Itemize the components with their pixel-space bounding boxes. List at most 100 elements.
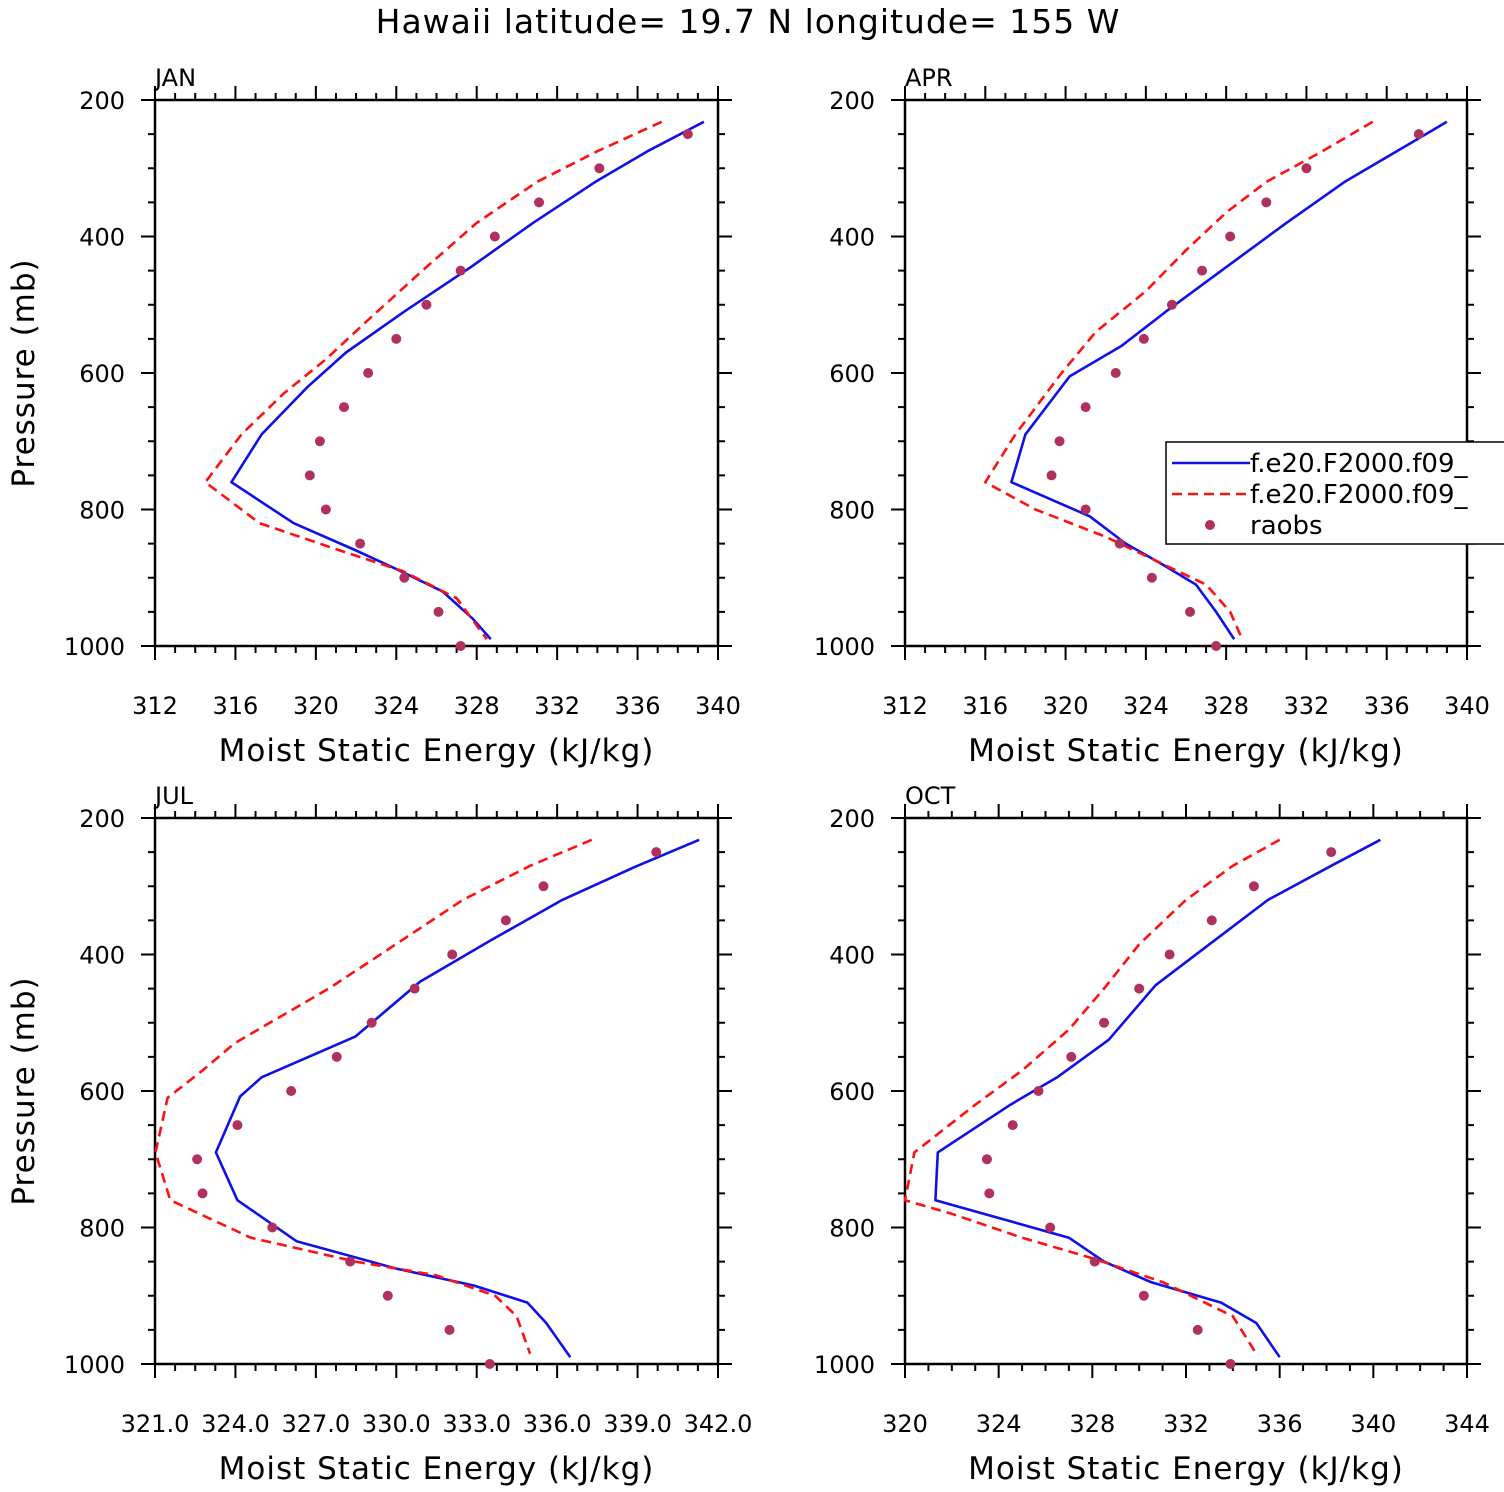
panel-jan-raobs-point — [455, 641, 466, 651]
panel-jul-raobs-point — [366, 1017, 377, 1028]
panel-oct-xtick-label: 324 — [976, 1410, 1022, 1438]
panel-oct-xtick-label: 332 — [1163, 1410, 1209, 1438]
panel-apr-xtick-label: 336 — [1364, 692, 1410, 720]
panel-jan-label: JAN — [153, 64, 196, 92]
panel-jan-raobs-point — [320, 504, 331, 515]
panel-jan-xtick-label: 320 — [293, 692, 339, 720]
panel-apr-model1-line — [1010, 120, 1448, 640]
panel-oct-model1-line — [934, 838, 1382, 1358]
panel-jan-ytick-label: 1000 — [64, 633, 125, 661]
panel-jul-xtick-label: 330.0 — [362, 1410, 431, 1438]
panel-jan-raobs-point — [399, 572, 410, 583]
panel-oct-xtick-label: 328 — [1069, 1410, 1115, 1438]
panel-jan-raobs-point — [534, 197, 545, 208]
panel-jan-model1-line — [230, 120, 705, 641]
panel-jan-xtick-label: 316 — [213, 692, 259, 720]
panel-oct-ytick-label: 800 — [829, 1215, 875, 1243]
panel-apr-raobs-point — [1146, 572, 1157, 583]
panel-jul-frame — [153, 816, 720, 1366]
panel-apr-raobs-point — [1301, 163, 1312, 174]
panel-jul-raobs-point — [444, 1324, 455, 1335]
panel-apr-ytick-label: 800 — [829, 497, 875, 525]
panel-jan-xtick-label: 332 — [534, 692, 580, 720]
panel-apr-model2-line — [983, 120, 1374, 640]
panel-jul-raobs-point — [331, 1051, 342, 1062]
panel-oct-xlabel: Moist Static Energy (kJ/kg) — [968, 1451, 1404, 1487]
panel-oct-raobs-point — [1192, 1324, 1203, 1335]
panel-jan-model2-line — [204, 120, 663, 640]
panel-oct-raobs-point — [1045, 1222, 1056, 1233]
panel-apr-xtick-label: 328 — [1203, 692, 1249, 720]
panel-apr-ytick-label: 200 — [829, 87, 875, 115]
panel-oct-ytick-label: 200 — [829, 805, 875, 833]
legend-label-model2: f.e20.F2000.f09_ — [1250, 480, 1468, 510]
panel-apr-raobs-point — [1413, 129, 1424, 140]
panel-jul-raobs-point — [232, 1120, 243, 1131]
panel-jul-ytick-label: 600 — [79, 1078, 125, 1106]
panel-apr-ytick-label: 600 — [829, 360, 875, 388]
panel-jan-raobs-point — [594, 163, 605, 174]
panel-oct-ytick-label: 600 — [829, 1078, 875, 1106]
panel-jan-xtick-label: 328 — [454, 692, 500, 720]
panel-oct-raobs-point — [1206, 915, 1217, 926]
panel-apr-raobs-point — [1225, 231, 1236, 242]
panel-apr-raobs-point — [1080, 504, 1091, 515]
panel-jul-xtick-label: 336.0 — [523, 1410, 592, 1438]
panel-jul-raobs-point — [409, 983, 420, 994]
panel-jul-raobs-point — [286, 1086, 297, 1096]
panel-oct-raobs-point — [1134, 983, 1145, 994]
panel-jul-model2-line — [154, 838, 593, 1355]
panel-oct: OCT 200 400 600 800 1000 320 324 328 332 336 340 344… — [814, 782, 1490, 1487]
panel-jul-xtick-label: 339.0 — [603, 1410, 672, 1438]
panel-jul-raobs-point — [447, 949, 458, 960]
panel-jan-xtick-label: 336 — [615, 692, 661, 720]
panel-jan-xtick-label: 324 — [373, 692, 419, 720]
panel-apr-xtick-label: 316 — [962, 692, 1008, 720]
panel-oct-raobs-point — [981, 1154, 992, 1165]
panel-apr-frame — [903, 98, 1469, 648]
panel-oct-frame — [903, 816, 1469, 1366]
panel-jul-raobs-point — [500, 915, 511, 926]
panel-oct-raobs-point — [1326, 847, 1337, 858]
panel-jul: JUL 200 400 600 800 1000 321.0 324.0 327.0 330.0 3… — [6, 782, 752, 1487]
panel-oct-raobs-point — [1164, 949, 1175, 960]
panel-jul-raobs-point — [345, 1256, 356, 1267]
panel-jul-xtick-label: 324.0 — [201, 1410, 270, 1438]
panel-apr-raobs-point — [1080, 402, 1091, 413]
panel-apr-ytick-label: 1000 — [814, 633, 875, 661]
panel-oct-raobs-point — [1033, 1086, 1044, 1096]
panel-jul-xtick-label: 342.0 — [684, 1410, 753, 1438]
panel-jan-raobs-point — [455, 265, 466, 276]
legend-label-model1: f.e20.F2000.f09_ — [1250, 449, 1468, 479]
panel-jul-model1-line — [214, 838, 700, 1358]
panel-jan-xtick-label: 340 — [695, 692, 741, 720]
panel-jul-raobs-point — [538, 881, 549, 892]
panel-jan-raobs-point — [433, 606, 444, 617]
panel-apr-xtick-label: 324 — [1123, 692, 1169, 720]
panel-oct-raobs-point — [1248, 881, 1259, 892]
panel-oct-raobs-point — [1099, 1017, 1110, 1028]
panel-oct-raobs-point — [1138, 1290, 1149, 1301]
panel-jul-raobs-point — [382, 1290, 393, 1301]
panel-oct-ytick-label: 1000 — [814, 1351, 875, 1379]
panel-apr-raobs-point — [1054, 436, 1065, 447]
panel-jan-ytick-label: 400 — [79, 224, 125, 252]
panel-jan-ytick-label: 600 — [79, 360, 125, 388]
panel-jul-raobs-point — [192, 1154, 203, 1165]
figure-title: Hawaii latitude= 19.7 N longitude= 155 W — [376, 2, 1121, 41]
panel-jul-ytick-label: 800 — [79, 1215, 125, 1243]
panel-apr-raobs-point — [1110, 368, 1121, 378]
panel-jul-label: JUL — [153, 782, 194, 810]
panel-jan-raobs-point — [339, 402, 350, 413]
panel-jul-xtick-label: 333.0 — [442, 1410, 511, 1438]
panel-jul-raobs-point — [267, 1222, 278, 1233]
panel-jan-raobs-point — [355, 538, 366, 549]
panel-apr-label: APR — [905, 64, 953, 92]
panel-jan-raobs-point — [421, 299, 432, 310]
panel-apr-raobs-point — [1138, 333, 1149, 344]
panel-jan-raobs-point — [489, 231, 500, 242]
panel-jul-raobs-point — [484, 1359, 495, 1369]
panel-apr-raobs-point — [1046, 470, 1057, 481]
panel-jan-raobs-point — [391, 333, 402, 344]
